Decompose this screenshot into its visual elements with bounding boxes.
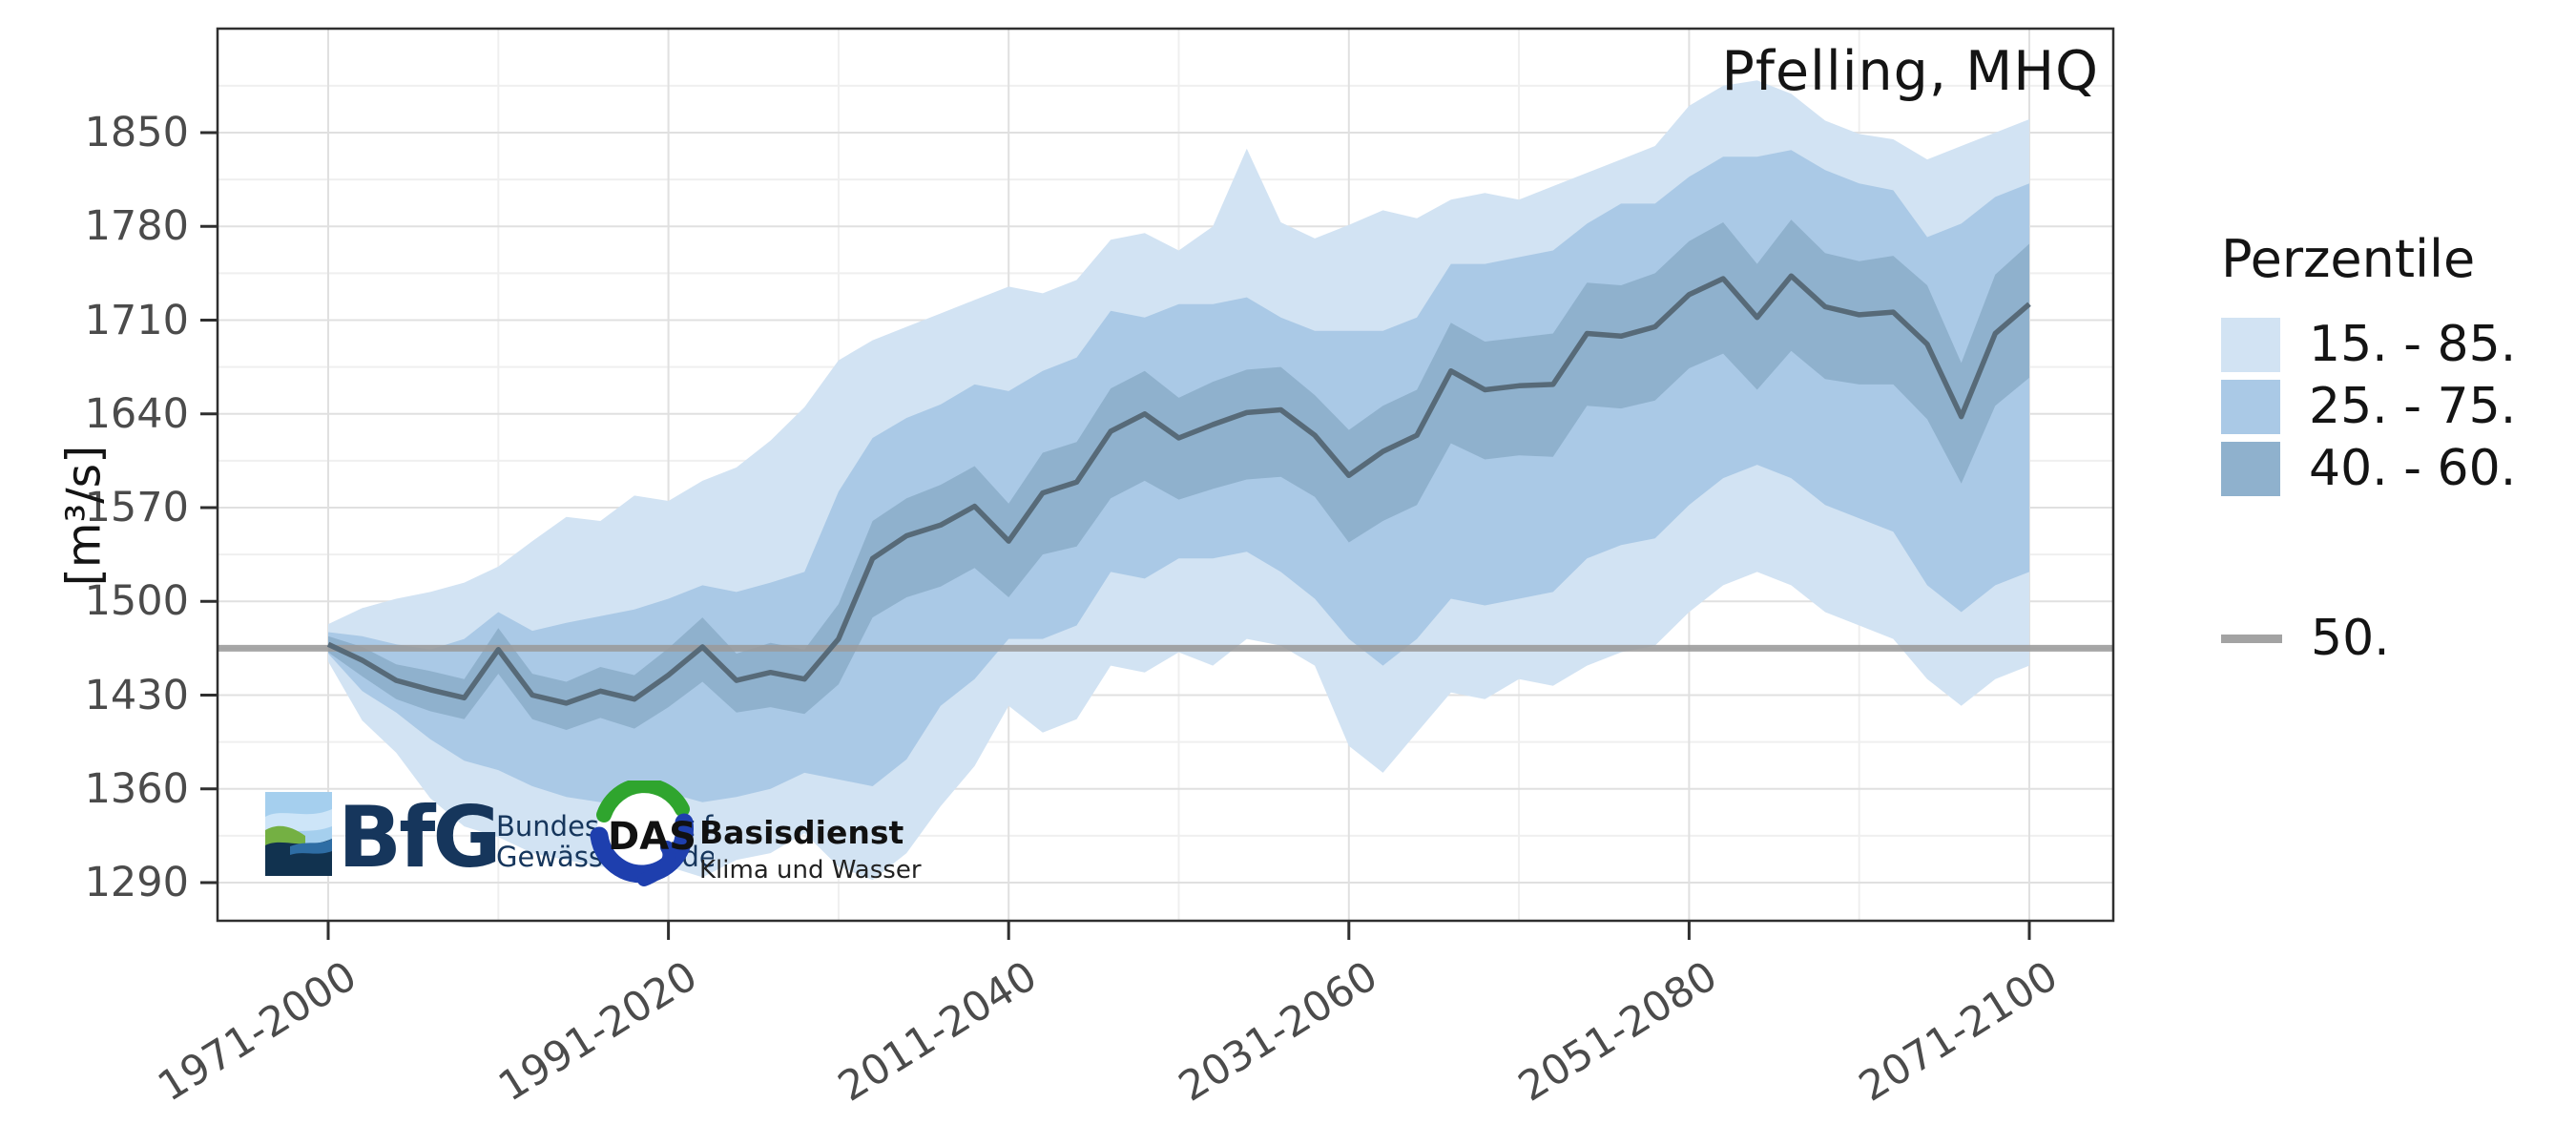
y-tick-label: 1360 [84, 764, 189, 813]
y-tick-label: 1710 [84, 296, 189, 344]
legend-item-40-60: 40. - 60. [2221, 440, 2576, 497]
das-logo: DAS Basisdienst Klima und Wasser [590, 781, 922, 886]
page-title: Pfelling, MHQ [1721, 40, 2099, 103]
legend-label-median: 50. [2311, 610, 2390, 667]
y-tick-label: 1500 [84, 577, 189, 626]
legend-label-40-60: 40. - 60. [2309, 440, 2517, 497]
legend-title: Perzentile [2221, 229, 2476, 289]
legend: Perzentile 15. - 85. 25. - 75. 40. - 60.… [2221, 229, 2576, 672]
y-tick-label: 1430 [84, 671, 189, 719]
y-tick-label: 1850 [84, 109, 189, 156]
y-tick-label: 1570 [84, 484, 189, 531]
das-logo-text: DAS [608, 815, 696, 859]
y-tick-label: 1640 [84, 389, 189, 438]
legend-swatch-25-75 [2221, 379, 2280, 434]
legend-item-15-85: 15. - 85. [2221, 316, 2576, 373]
legend-label-15-85: 15. - 85. [2309, 316, 2517, 373]
y-tick-label: 1290 [84, 859, 189, 907]
y-axis-label: [m³/s] [56, 445, 112, 587]
median-line-sample [2221, 634, 2282, 643]
legend-swatch-40-60 [2221, 441, 2280, 496]
legend-item-25-75: 25. - 75. [2221, 378, 2576, 435]
legend-swatch-15-85 [2221, 317, 2280, 372]
legend-label-25-75: 25. - 75. [2309, 378, 2517, 435]
legend-item-median: 50. [2221, 610, 2576, 667]
bfg-logo-emblem [265, 792, 332, 876]
bfg-logo-text: BfG [338, 792, 499, 886]
y-tick-label: 1780 [84, 202, 189, 251]
das-logo-line2: Klima und Wasser [699, 856, 922, 885]
das-logo-swirl [590, 781, 694, 886]
das-logo-line1: Basisdienst [699, 814, 904, 851]
